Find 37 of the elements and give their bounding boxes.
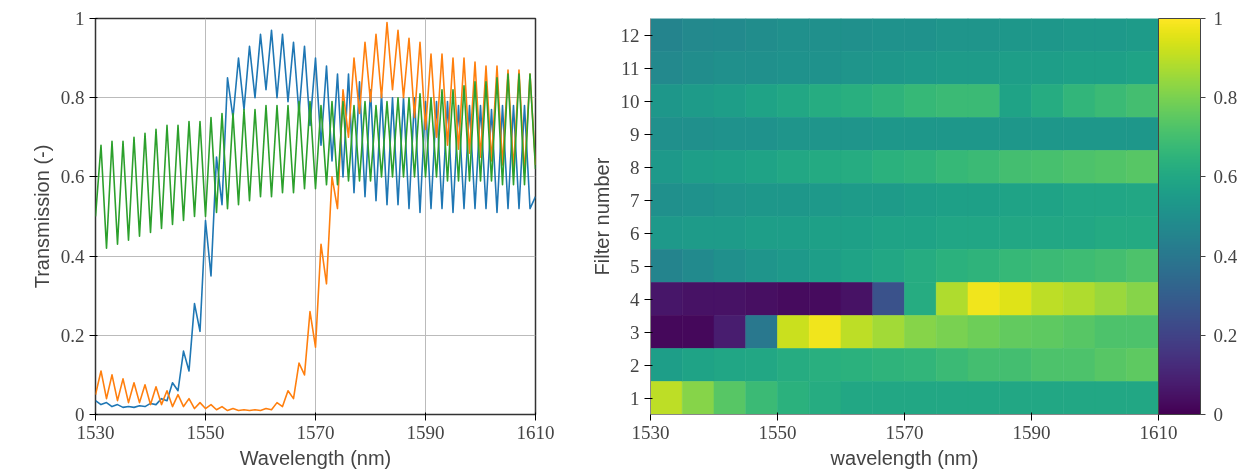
x-tick-label: 1610 — [516, 421, 555, 443]
x-tick-label: 1570 — [296, 421, 335, 443]
x-tick-label: 1550 — [758, 421, 797, 443]
color-bar-label: 0.8 — [1213, 87, 1238, 109]
y-tick-label: 9 — [630, 123, 640, 145]
y-tick-label: 0.6 — [60, 166, 85, 188]
y-tick-label: 11 — [621, 57, 640, 79]
line-series — [95, 73, 536, 249]
y-tick-label: 0.4 — [60, 245, 85, 267]
y-axis-title: Transmission (-) — [30, 144, 53, 289]
y-tick-label: 0.2 — [60, 324, 85, 346]
x-tick-label: 1590 — [406, 421, 445, 443]
x-axis-title: wavelength (nm) — [829, 446, 979, 469]
color-bar-label: 0 — [1213, 404, 1223, 425]
y-tick-label: 5 — [630, 255, 640, 277]
y-tick-label: 1 — [630, 387, 640, 409]
y-tick-label: 1 — [75, 8, 85, 29]
x-tick-label: 1610 — [1139, 421, 1178, 443]
x-tick-label: 1590 — [1012, 421, 1051, 443]
y-tick-label: 6 — [630, 222, 640, 244]
y-tick-label: 8 — [630, 156, 640, 178]
y-axis-title: Filter number — [590, 157, 613, 276]
color-bar-label: 0.2 — [1213, 324, 1238, 346]
color-bar-label: 0.4 — [1213, 245, 1238, 267]
x-tick-label: 1550 — [186, 421, 225, 443]
y-tick-label: 3 — [630, 321, 640, 343]
y-tick-label: 4 — [630, 288, 640, 310]
x-tick-label: 1530 — [631, 421, 670, 443]
y-tick-label: 10 — [620, 90, 640, 112]
y-tick-label: 12 — [620, 24, 640, 46]
y-tick-label: 0.8 — [60, 87, 85, 109]
color-bar-label: 0.6 — [1213, 166, 1238, 188]
x-tick-label: 1570 — [885, 421, 924, 443]
y-tick-label: 7 — [630, 189, 640, 211]
color-bar-label: 1 — [1213, 8, 1223, 29]
x-axis-title: Wavelength (nm) — [239, 446, 392, 469]
y-tick-label: 2 — [630, 354, 640, 376]
